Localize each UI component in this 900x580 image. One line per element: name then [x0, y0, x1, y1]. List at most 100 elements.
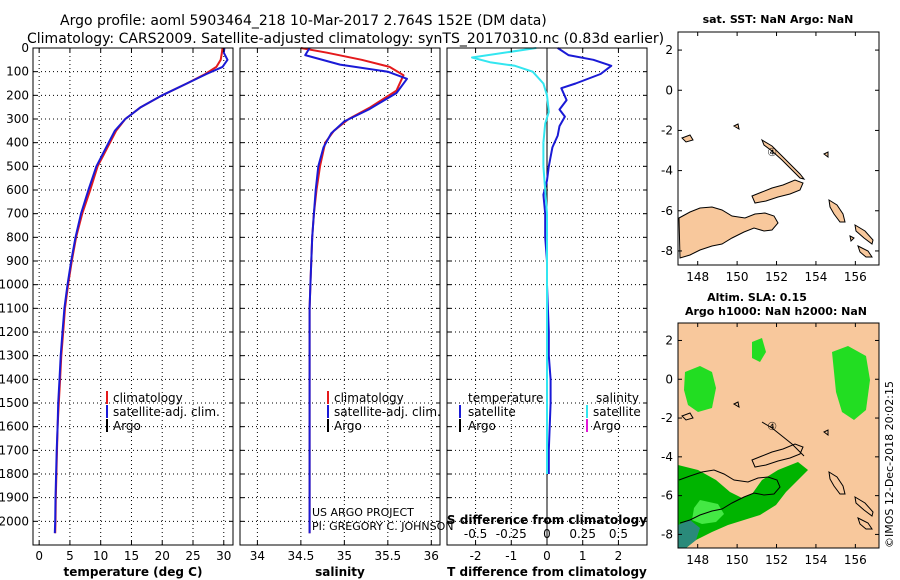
legend-salinity-argo-label: Argo	[593, 419, 621, 433]
map-x-tick-label: 150	[726, 553, 749, 567]
y-tick-label: 700	[6, 207, 29, 221]
sla-map-float-marker: ④	[767, 420, 777, 433]
coastline-new-guinea	[678, 469, 781, 524]
legend-temperature-heading: temperature	[468, 391, 543, 405]
map-y-tick-label: 0	[665, 372, 673, 386]
coastline-new-britain	[751, 443, 804, 468]
legend-temperature-argo-label: Argo	[468, 419, 496, 433]
map-x-tick-label: 156	[844, 553, 867, 567]
legend-salinity-satellite-label: satellite	[593, 405, 641, 419]
map-y-tick-label: -4	[661, 450, 673, 464]
figure-title-line2: Climatology: CARS2009. Satellite-adjuste…	[27, 31, 664, 47]
top-x-tick-label: 0.25	[569, 527, 596, 541]
salinity-frame	[239, 47, 441, 546]
coastline-small-islands	[681, 401, 829, 436]
salinity-panel: 34 34.5 35 35.5 36 salinity climatology sate…	[239, 47, 453, 579]
salinity-ticks: 34 34.5 35 35.5 36	[240, 47, 440, 563]
y-tick-label: 200	[6, 88, 29, 102]
temperature-xlabel: temperature (deg C)	[64, 565, 203, 579]
x-tick-label: 35.5	[374, 549, 401, 563]
coastline-solomons	[854, 496, 874, 530]
temperature-lines	[53, 47, 229, 534]
map-y-tick-label: 0	[665, 83, 673, 97]
coastline-bougainville	[828, 471, 846, 495]
green-patch-east	[832, 346, 870, 420]
small-islands	[681, 123, 855, 243]
series-line-temperature-satellite	[542, 47, 613, 474]
y-tick-label: 1600	[0, 420, 29, 434]
difference-legend: temperature satellite Argo salinity sate…	[459, 391, 641, 433]
x-tick-label: 10	[93, 549, 108, 563]
sst-map: sat. SST: NaN Argo: NaN 148 150 152 154 156 2…	[661, 13, 880, 284]
map-y-tick-label: -8	[661, 527, 673, 541]
difference-frame	[446, 47, 648, 546]
legend-climatology-label: climatology	[113, 391, 183, 405]
sst-map-frame	[677, 31, 880, 266]
map-x-tick-label: 154	[804, 553, 827, 567]
difference-xlabel: T difference from climatology	[447, 565, 647, 579]
green-patch-southwest	[678, 462, 808, 548]
top-x-tick-label: 0	[543, 527, 551, 541]
y-tick-label: 1400	[0, 372, 29, 386]
temperature-grid	[33, 47, 233, 545]
map-y-tick-label: -2	[661, 411, 673, 425]
sst-map-ticks: 148 150 152 154 156 2 0 -2 -4 -6 -8	[661, 32, 879, 284]
map-x-tick-label: 148	[686, 553, 709, 567]
y-tick-label: 300	[6, 112, 29, 126]
x-tick-label: 20	[155, 549, 170, 563]
sst-map-title: sat. SST: NaN Argo: NaN	[703, 13, 854, 26]
difference-panel: -2 -1 0 1 2 -0.5 -0.25 0 0.25 0.5 S difference fr…	[446, 47, 648, 579]
legend-satellite-label: satellite-adj. clim.	[334, 405, 441, 419]
x-tick-label: 35	[337, 549, 352, 563]
salinity-grid	[240, 47, 440, 545]
salinity-legend: climatology satellite-adj. clim. Argo	[327, 391, 441, 433]
map-y-tick-label: 2	[665, 333, 673, 347]
series-line-satellite-adj-clim-	[304, 47, 408, 534]
top-x-tick-label: -0.5	[464, 527, 487, 541]
y-tick-label: 800	[6, 230, 29, 244]
x-tick-label: 0	[543, 549, 551, 563]
solomon-islands	[854, 224, 874, 258]
y-tick-label: 1500	[0, 396, 29, 410]
series-line-salinity-satellite	[471, 47, 550, 474]
map-x-tick-label: 152	[765, 270, 788, 284]
map-y-tick-label: -6	[661, 204, 673, 218]
sla-map-frame	[677, 322, 880, 549]
y-tick-label: 600	[6, 183, 29, 197]
y-tick-label: 2000	[0, 514, 29, 528]
temperature-legend: climatology satellite-adj. clim. Argo	[106, 391, 220, 433]
legend-argo-label: Argo	[113, 419, 141, 433]
new-ireland-island	[760, 138, 806, 180]
sla-map-title-line1: Altim. SLA: 0.15	[707, 291, 807, 304]
series-line-satellite-adj-clim-	[53, 47, 229, 534]
map-x-tick-label: 148	[686, 270, 709, 284]
x-tick-label: -2	[470, 549, 482, 563]
x-tick-label: 0	[35, 549, 43, 563]
y-tick-label: 0	[21, 41, 29, 55]
difference-top-xlabel: S difference from climatology	[447, 513, 647, 527]
sla-map: Altim. SLA: 0.15 Argo h1000: NaN h2000: …	[661, 291, 896, 567]
legend-salinity-heading: salinity	[596, 391, 639, 405]
map-y-tick-label: -8	[661, 244, 673, 258]
series-line-climatology	[54, 47, 224, 534]
map-y-tick-label: 2	[665, 43, 673, 57]
sla-map-title-line2: Argo h1000: NaN h2000: NaN	[685, 305, 867, 318]
x-tick-label: -1	[505, 549, 517, 563]
legend-temperature-satellite-label: satellite	[468, 405, 516, 419]
sst-map-float-marker: ④	[767, 146, 777, 159]
y-tick-label: 1200	[0, 325, 29, 339]
sla-map-ticks: 148 150 152 154 156 2 0 -2 -4 -6 -8	[661, 323, 879, 567]
temperature-panel: 0100200300400500600700800900100011001200…	[0, 41, 234, 579]
temperature-ticks: 0100200300400500600700800900100011001200…	[0, 41, 233, 563]
salinity-lines	[300, 47, 408, 534]
map-y-tick-label: -2	[661, 123, 673, 137]
legend-satellite-label: satellite-adj. clim.	[113, 405, 220, 419]
imos-timestamp: ©IMOS 12-Dec-2018 20:02:15	[883, 381, 896, 548]
map-y-tick-label: -6	[661, 489, 673, 503]
x-tick-label: 1	[579, 549, 587, 563]
map-x-tick-label: 152	[765, 553, 788, 567]
x-tick-label: 34.5	[288, 549, 315, 563]
y-tick-label: 1000	[0, 278, 29, 292]
credit-pi: PI: GREGORY C. JOHNSON	[312, 520, 453, 533]
x-tick-label: 5	[66, 549, 74, 563]
